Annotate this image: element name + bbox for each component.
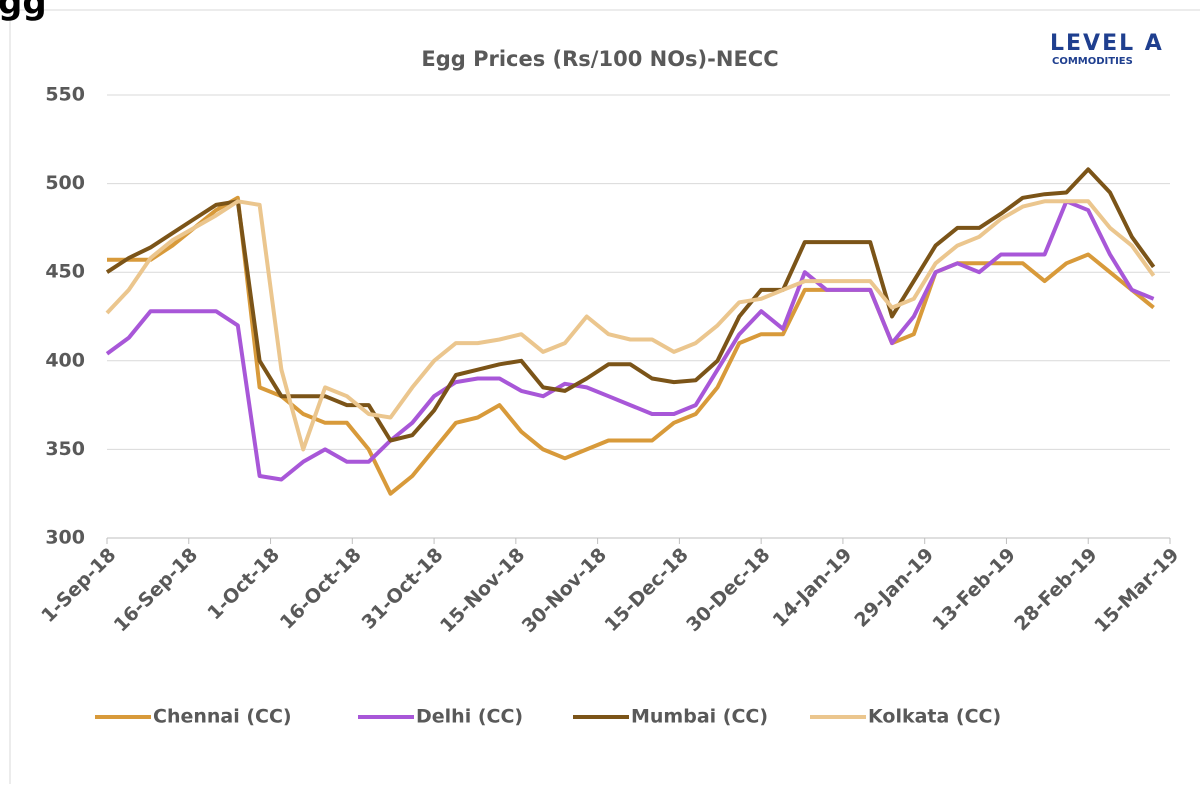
chart-title: Egg Prices (Rs/100 NOs)-NECC: [421, 47, 778, 71]
y-tick-label: 550: [45, 84, 85, 106]
y-tick-label: 500: [45, 172, 85, 194]
series-line: [105, 199, 1155, 482]
legend-label: Chennai (CC): [153, 706, 292, 728]
logo-brand: LEVEL A: [1050, 31, 1164, 56]
series-line: [105, 167, 1156, 443]
series-line: [105, 199, 1156, 452]
y-tick-label: 350: [45, 438, 85, 460]
legend-label: Kolkata (CC): [868, 706, 1001, 728]
header-text: gg: [0, 0, 47, 23]
chart-frame: [9, 9, 1200, 788]
y-tick-label: 300: [45, 527, 85, 549]
header-bg: [0, 0, 60, 9]
y-tick-label: 450: [45, 261, 85, 283]
logo-sub: COMMODITIES: [1052, 56, 1133, 67]
y-tick-label: 400: [45, 349, 85, 371]
legend-label: Mumbai (CC): [631, 706, 768, 728]
legend-label: Delhi (CC): [416, 706, 523, 728]
